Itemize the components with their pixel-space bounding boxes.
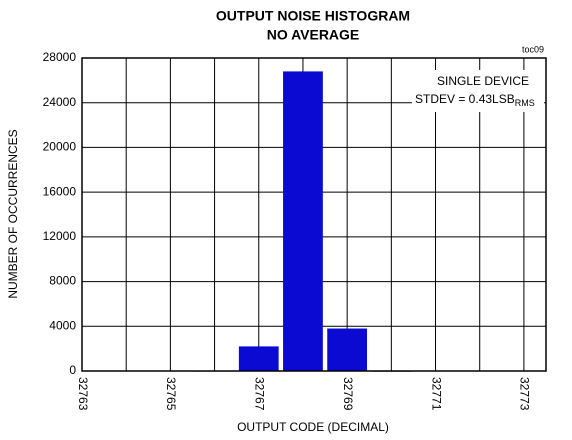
bar <box>283 71 323 372</box>
plot-frame <box>81 57 547 372</box>
y-tick-label: 4000 <box>49 318 76 332</box>
x-tick-label: 32773 <box>518 377 532 411</box>
annotation: SINGLE DEVICE <box>437 74 529 88</box>
y-tick-label: 28000 <box>43 50 77 64</box>
chart-title: OUTPUT NOISE HISTOGRAM <box>216 8 410 24</box>
x-axis-label: OUTPUT CODE (DECIMAL) <box>237 420 389 434</box>
x-tick-label: 32771 <box>429 377 443 411</box>
x-tick-label: 32769 <box>341 377 355 411</box>
annotation-subscript: RMS <box>515 98 535 108</box>
y-tick-label: 0 <box>69 363 76 377</box>
figure-id: toc09 <box>522 44 544 54</box>
y-tick-label: 8000 <box>49 274 76 288</box>
y-tick-label: 12000 <box>43 229 77 243</box>
y-tick-label: 16000 <box>43 184 77 198</box>
y-axis-label: NUMBER OF OCCURRENCES <box>6 129 20 298</box>
y-tick-label: 20000 <box>43 140 77 154</box>
bar <box>327 328 368 371</box>
x-tick-label: 32765 <box>164 377 178 411</box>
x-tick-label: 32767 <box>253 377 267 411</box>
y-tick-label: 24000 <box>43 95 77 109</box>
annotation-text: STDEV = 0.43LSB <box>415 92 515 106</box>
annotation: STDEV = 0.43LSBRMS <box>415 92 535 108</box>
chart-subtitle: NO AVERAGE <box>267 27 360 43</box>
annotation-box <box>412 70 544 112</box>
x-tick-label: 32763 <box>76 377 90 411</box>
bar <box>238 346 279 371</box>
